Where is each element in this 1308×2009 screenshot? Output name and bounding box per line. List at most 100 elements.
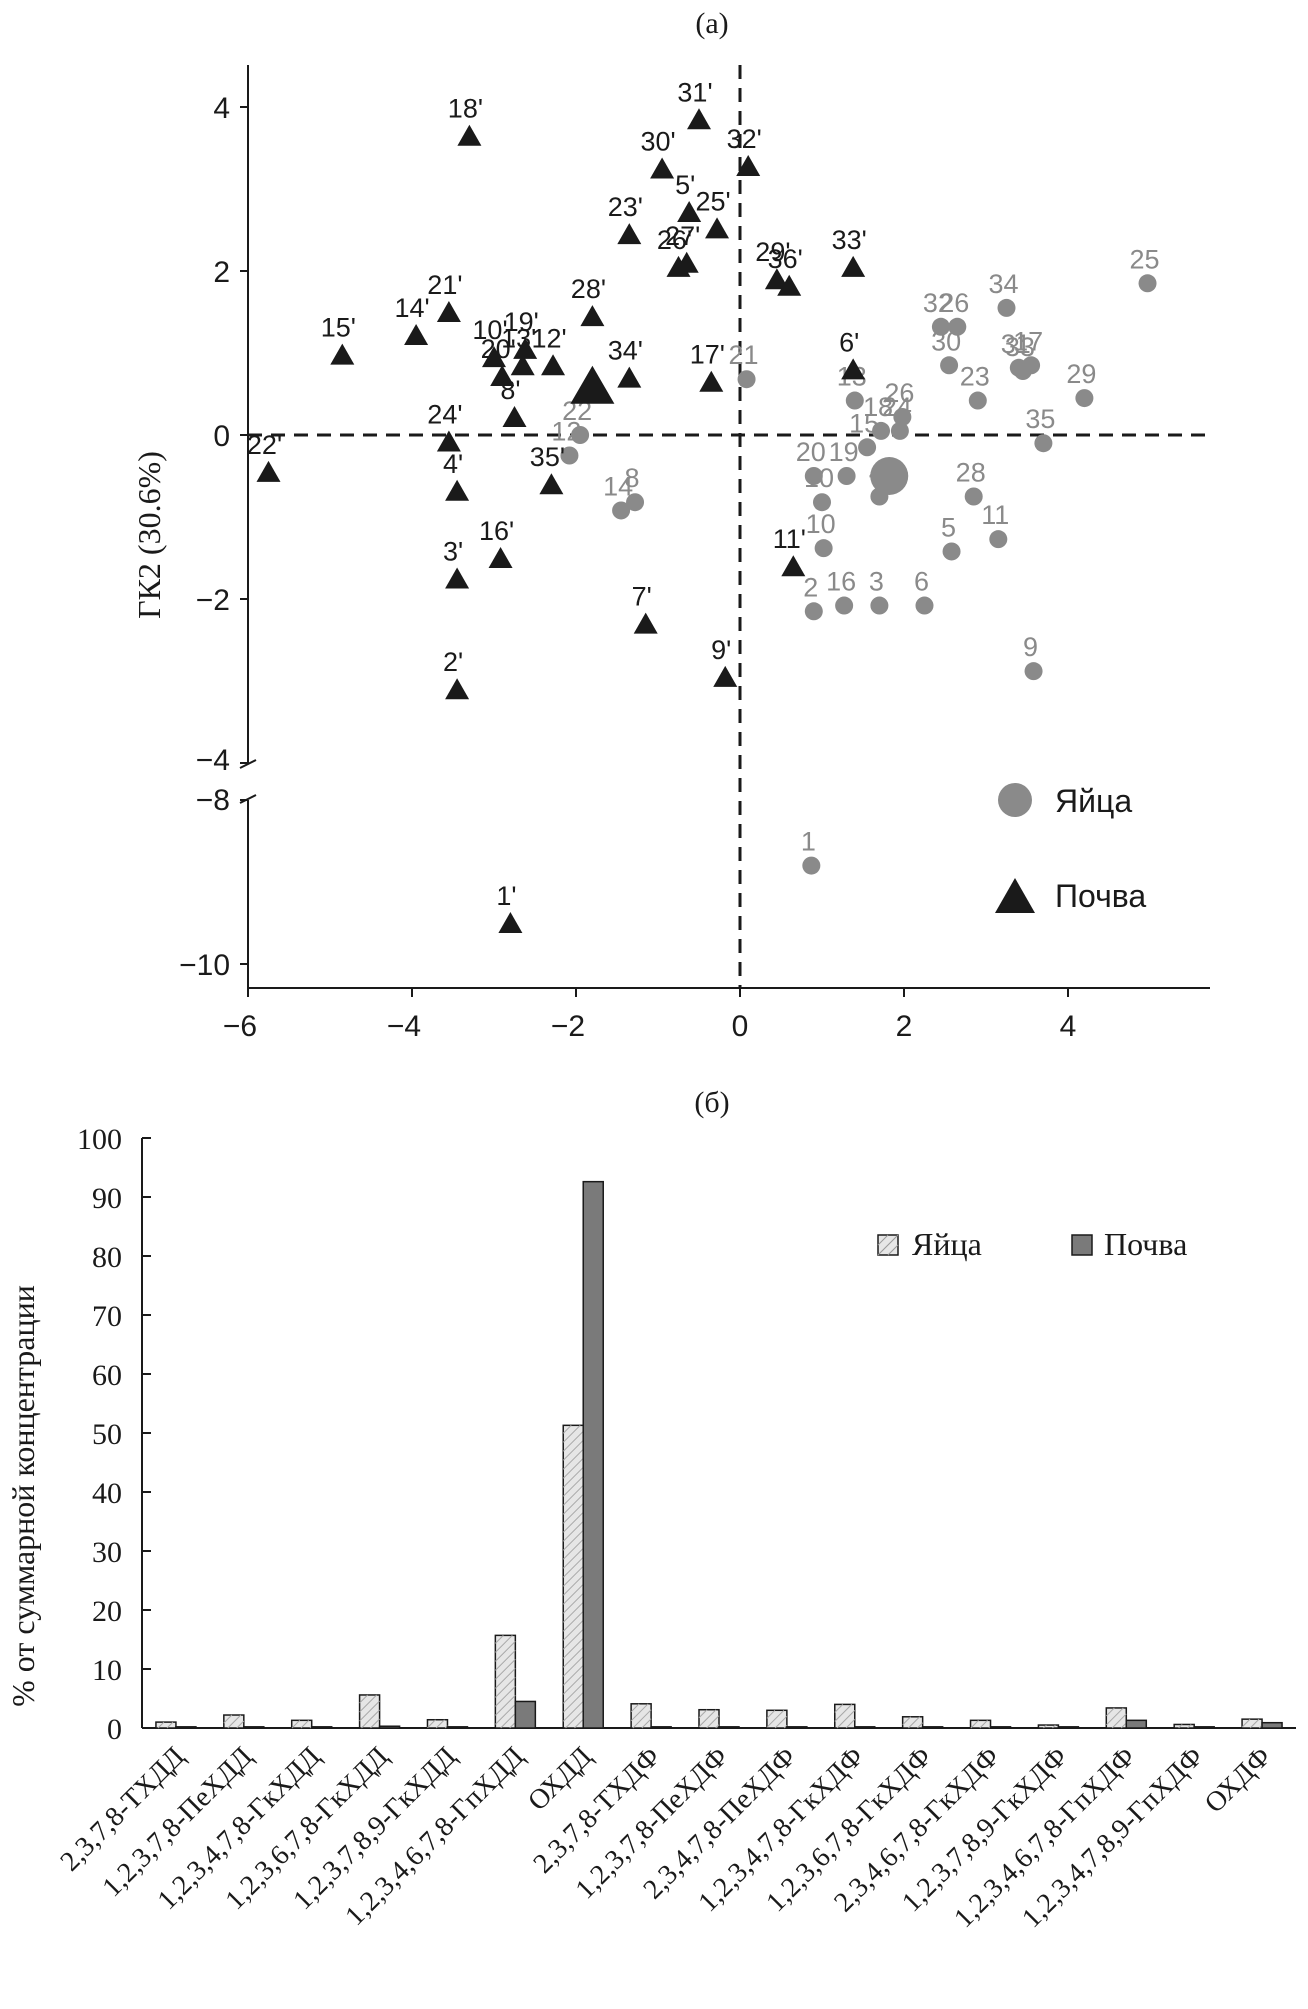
x-tick-label: −4 [387,1010,421,1043]
egg-sample-point [804,467,823,485]
soil-point-label: 30' [641,127,676,157]
bar-eggs-hatch [227,1714,242,1729]
bar-eggs-hatch [562,1583,584,1605]
bar-eggs-hatch [917,1722,924,1729]
bar-eggs-hatch [562,1457,584,1479]
bar-eggs-hatch [632,1709,652,1729]
egg-point-label: 9 [1023,632,1038,662]
egg-point-label: 15 [849,408,879,438]
soil-point-label: 22' [247,430,282,460]
egg-sample-point [1075,389,1094,408]
bar-category-label: ОХДФ [1199,1741,1277,1819]
soil-sample-point [617,223,642,245]
egg-point-label: 14 [603,471,633,501]
soil-sample-point [674,251,699,273]
bar-eggs-hatch [902,1716,912,1726]
egg-sample-point [893,407,912,426]
soil-point-label: 31' [677,77,712,107]
bar-soil [1193,1726,1215,1729]
bar-eggs-hatch [562,1493,584,1515]
legend-soil-marker [995,878,1035,913]
bar-eggs-hatch [834,1704,853,1722]
soil-sample-point [436,430,461,452]
y-tick-label: −2 [196,584,230,617]
y-tick-label: −8 [196,784,230,817]
soil-point-label: 2' [443,647,463,677]
soil-sample-point [490,364,515,386]
soil-sample-point [445,567,470,589]
y-tick-label: 0 [213,420,230,453]
soil-sample-point [445,678,470,700]
bar-y-tick-label: 90 [92,1182,122,1215]
soil-point-label: 10' [472,315,507,345]
bar-eggs-hatch [562,1655,584,1677]
soil-point-label: 18' [448,94,483,124]
scatter-points: 2534322630233117332935211318242615201941… [247,77,1160,933]
bar-eggs-hatch [562,1424,581,1443]
bar-eggs-hatch [698,1709,717,1728]
bar-eggs-hatch [562,1637,584,1659]
egg-sample-point [737,370,756,389]
egg-sample-point [813,493,831,512]
egg-sample-point [964,487,983,506]
bar-eggs-hatch [562,1673,584,1695]
soil-point-label: 35' [530,442,565,472]
soil-point-label: 25' [695,186,730,216]
soil-point-label: 15' [321,313,356,343]
bar-eggs-hatch [836,1710,856,1729]
legend-soil-label: Почва [1104,1226,1187,1262]
egg-sample-point [571,426,590,444]
soil-sample-point [633,612,658,634]
bar-y-tick-label: 20 [92,1595,122,1628]
soil-sample-point [705,217,730,239]
soil-sample-point [539,473,564,495]
bar-legend: Яйца Почва [877,1226,1187,1262]
bar-eggs-hatch [562,1556,584,1578]
soil-point-label: 33' [832,225,867,255]
bar-eggs [834,1703,856,1729]
soil-point-label: 1' [496,881,516,911]
y-tick-label: 4 [213,92,230,125]
bar-eggs-hatch [562,1682,584,1704]
egg-sample-point [845,391,864,410]
soil-sample-point [330,343,355,365]
x-tick-label: 2 [896,1010,913,1043]
egg-sample-point [1013,362,1032,381]
bar-eggs-hatch [435,1719,445,1729]
bar-eggs-hatch [562,1691,584,1713]
egg-sample-point [870,596,889,615]
bar-eggs-hatch [562,1646,584,1668]
bar-y-tick-label: 70 [92,1300,122,1333]
soil-point-label: 32' [727,124,762,154]
congener-bar-chart: (б) % от суммарной концентрации 0 10 20 30 4… [5,1086,1296,1934]
egg-point-label: 29 [1066,359,1096,389]
bar-eggs-hatch [562,1565,584,1587]
egg-sample-point [942,542,961,561]
bar-eggs-hatch [494,1641,516,1662]
bar-y-tick-label: 80 [92,1241,122,1274]
soil-point-label: 6' [839,327,859,357]
soil-point-label: 16' [479,516,514,546]
bar-eggs-hatch [574,1718,584,1729]
bar-soil [921,1726,944,1729]
bar-eggs-hatch [774,1715,788,1729]
bar-y-tick-label: 60 [92,1359,122,1392]
egg-sample-point [872,421,891,440]
bar-eggs-hatch [300,1719,310,1729]
bar-eggs-hatch [494,1650,516,1671]
bar-eggs-hatch [359,1700,380,1722]
soil-sample-point [736,155,761,177]
bar-eggs-hatch [562,1466,584,1488]
bar-eggs-hatch [562,1475,584,1497]
bar-eggs-hatch [845,1719,856,1729]
soil-point-label: 28' [571,274,606,304]
bar-eggs-hatch [1052,1724,1056,1729]
egg-point-label: 30 [931,326,961,356]
soil-point-label: 13' [501,323,536,353]
bar-eggs-hatch [494,1635,513,1653]
soil-sample-point [713,665,738,687]
egg-sample-point [915,596,934,615]
bar-eggs-hatch [562,1592,584,1614]
bar-eggs-hatch [908,1716,921,1729]
bar-soil [1125,1719,1148,1729]
